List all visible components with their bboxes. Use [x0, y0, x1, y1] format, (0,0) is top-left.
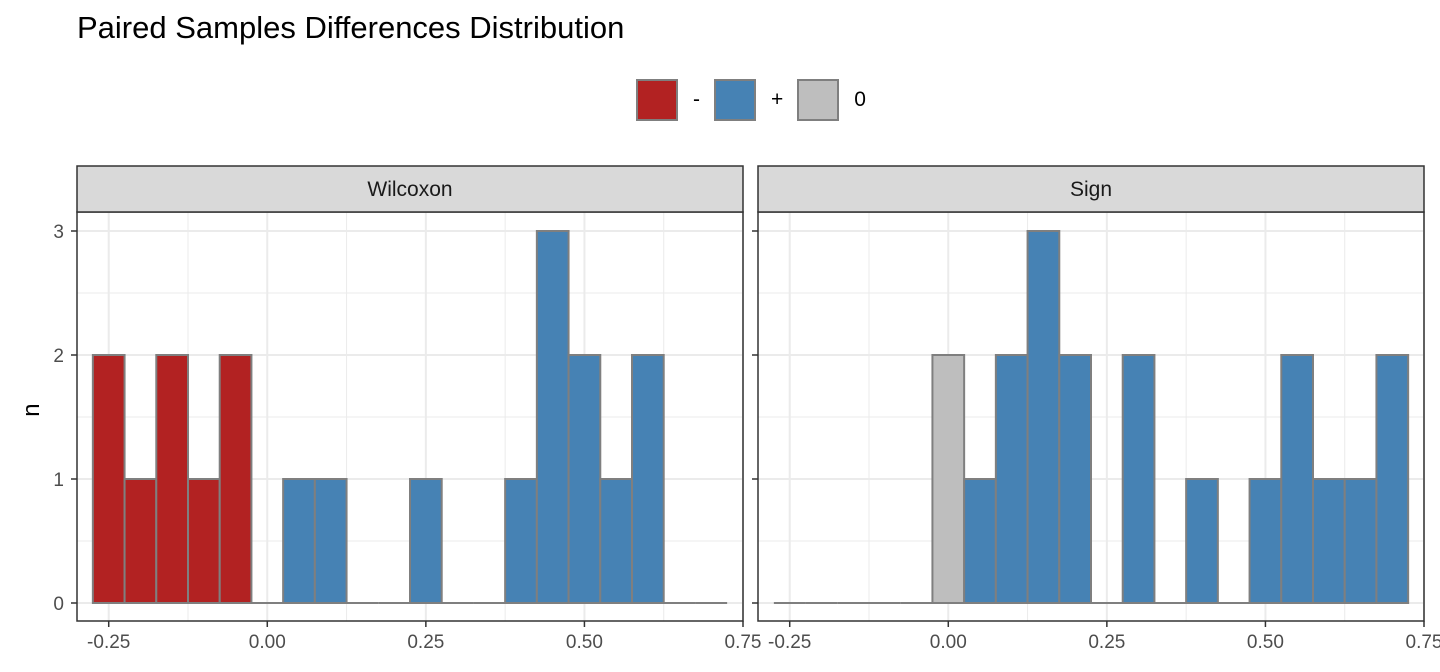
strip-box [757, 165, 1425, 213]
y-tick-label: 1 [53, 470, 64, 491]
bar [1185, 478, 1219, 604]
bar [567, 354, 602, 604]
bar [535, 230, 570, 604]
legend-item-negative: - [636, 79, 714, 121]
bar [1312, 478, 1346, 604]
legend-item-positive: + [714, 79, 797, 121]
y-axis-title: n [18, 403, 45, 416]
strip-label: Sign [1070, 178, 1112, 201]
bar [187, 478, 221, 604]
bar [1343, 478, 1378, 604]
bar [1248, 478, 1283, 604]
bar [155, 354, 190, 604]
bar [313, 478, 348, 604]
bar [504, 478, 538, 604]
bar [282, 478, 316, 604]
chart-title: Paired Samples Differences Distribution [77, 10, 625, 45]
bar [1121, 354, 1156, 604]
x-tick-label: 0.75 [1406, 632, 1440, 653]
legend-label-positive: + [771, 88, 784, 111]
legend-label-zero: 0 [854, 88, 866, 111]
legend-key-negative [636, 79, 678, 121]
strip-box [76, 165, 744, 213]
bar [218, 354, 253, 604]
panel-sign: Sign -0.25 0.00 0.25 0.50 0.75 [752, 165, 1440, 653]
x-tick-label: 0.50 [1247, 632, 1284, 653]
bar [1375, 354, 1410, 604]
x-tick-label: -0.25 [768, 632, 811, 653]
y-tick-label: 0 [53, 594, 64, 615]
legend-label-negative: - [693, 88, 700, 111]
bar [1058, 354, 1093, 604]
x-tick-label: 0.00 [249, 632, 286, 653]
bar [1026, 230, 1061, 604]
bar [599, 478, 633, 604]
bar [631, 354, 665, 604]
x-tick-label: 0.25 [407, 632, 444, 653]
legend-item-zero: 0 [797, 79, 880, 121]
bar [123, 478, 158, 604]
x-tick-label: -0.25 [87, 632, 130, 653]
legend: - + 0 [636, 78, 880, 122]
x-tick-label: 0.75 [725, 632, 762, 653]
bar [963, 478, 997, 604]
bar [994, 354, 1029, 604]
x-tick-label: 0.50 [566, 632, 603, 653]
x-tick-label: 0.25 [1088, 632, 1125, 653]
x-tick-label: 0.00 [930, 632, 967, 653]
panel-wilcoxon: Wilcoxon -0.25 0.00 0.25 0.50 0.75 0 1 2 3 [53, 165, 762, 653]
legend-key-positive [714, 79, 756, 121]
strip-label: Wilcoxon [367, 178, 452, 201]
bar [409, 478, 443, 604]
y-tick-label: 2 [53, 346, 64, 367]
legend-key-zero [797, 79, 840, 121]
bar [91, 354, 126, 604]
bar [1280, 354, 1315, 604]
y-tick-label: 3 [53, 222, 64, 243]
bar [931, 354, 966, 604]
